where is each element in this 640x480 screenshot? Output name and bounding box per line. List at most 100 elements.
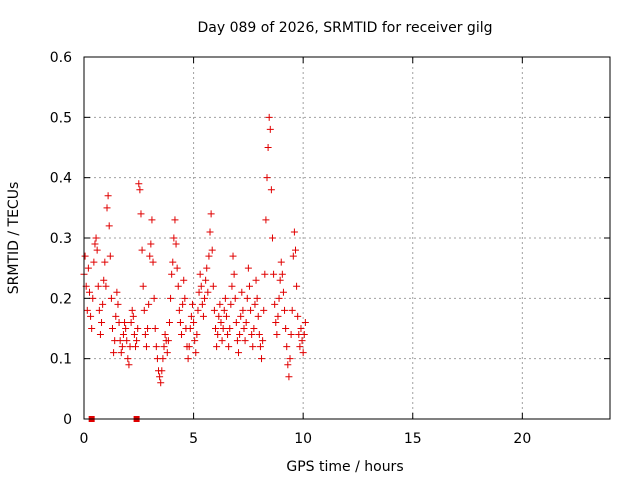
data-point [175, 306, 183, 314]
y-tick-label: 0.4 [50, 171, 72, 187]
data-point [215, 312, 223, 320]
data-point [164, 337, 172, 345]
data-point [132, 343, 140, 351]
data-point [242, 318, 250, 326]
data-point [100, 276, 108, 284]
x-tick-label: 0 [80, 431, 89, 447]
data-point [133, 337, 141, 345]
data-point [121, 318, 129, 326]
data-point [266, 125, 274, 133]
data-point [146, 252, 154, 260]
data-point [188, 300, 196, 308]
plot-border [83, 56, 611, 420]
data-point [289, 252, 297, 260]
data-point [186, 325, 194, 332]
data-point [203, 264, 211, 272]
data-point [152, 343, 160, 351]
data-point [287, 331, 295, 339]
data-point [92, 234, 100, 242]
data-point [112, 312, 120, 320]
data-point [281, 306, 289, 314]
data-point [176, 318, 184, 326]
data-point [197, 282, 205, 290]
y-tick-label: 0.1 [50, 352, 72, 368]
data-point [272, 318, 280, 326]
data-point [148, 216, 156, 224]
x-tick-label: 5 [189, 431, 198, 447]
data-point [84, 264, 92, 272]
data-point [87, 312, 95, 320]
x-tick-label: 15 [404, 431, 422, 447]
data-point [167, 294, 175, 302]
data-point [170, 234, 178, 242]
data-point [129, 312, 137, 320]
y-tick-label: 0.6 [50, 50, 72, 66]
data-point [259, 337, 267, 345]
data-point [151, 325, 159, 332]
data-point [216, 300, 224, 308]
data-point [116, 337, 124, 345]
data-point [252, 276, 260, 284]
data-point [270, 270, 278, 278]
data-point [128, 306, 136, 314]
data-point [173, 264, 181, 272]
data-point [117, 349, 125, 357]
data-point [169, 258, 177, 266]
data-point [249, 343, 257, 351]
data-point [181, 294, 189, 302]
data-point [108, 325, 116, 332]
data-point [244, 264, 252, 272]
data-point [217, 318, 225, 326]
data-point [297, 325, 305, 332]
data-point [81, 252, 89, 260]
data-point [96, 331, 104, 339]
data-point [145, 300, 153, 308]
data-point [136, 186, 144, 194]
data-point [122, 325, 130, 332]
data-point [194, 306, 202, 314]
data-point [288, 306, 296, 314]
data-point [221, 294, 229, 302]
data-point [208, 246, 216, 254]
data-point [226, 325, 234, 332]
data-point [107, 294, 115, 302]
data-point [229, 252, 237, 260]
data-point [141, 331, 149, 339]
data-point [179, 300, 187, 308]
data-point [196, 270, 204, 278]
data-point [201, 294, 209, 302]
data-point [171, 216, 179, 224]
data-point [251, 300, 259, 308]
data-point [98, 318, 106, 326]
data-point [161, 331, 169, 339]
data-point [202, 276, 210, 284]
data-point [279, 288, 287, 296]
data-point [232, 318, 240, 326]
data-point [227, 300, 235, 308]
data-point [271, 300, 279, 308]
data-point [298, 337, 306, 345]
data-point [160, 343, 168, 351]
data-point [285, 373, 293, 381]
data-point [91, 240, 99, 248]
data-point [274, 312, 282, 320]
data-point [178, 331, 186, 339]
data-point [124, 355, 132, 363]
data-point [114, 300, 122, 308]
data-point [118, 343, 126, 351]
data-point [137, 210, 145, 218]
data-point [127, 318, 135, 326]
data-point [144, 325, 152, 332]
data-point [254, 312, 262, 320]
data-point [238, 288, 246, 296]
grid-layer [84, 57, 610, 419]
y-tick-label: 0 [63, 412, 72, 428]
data-point [273, 331, 281, 339]
data-point [165, 318, 173, 326]
data-point [233, 337, 241, 345]
data-point [206, 228, 214, 236]
data-point [180, 276, 188, 284]
data-point [95, 306, 103, 314]
points-layer [80, 113, 309, 422]
